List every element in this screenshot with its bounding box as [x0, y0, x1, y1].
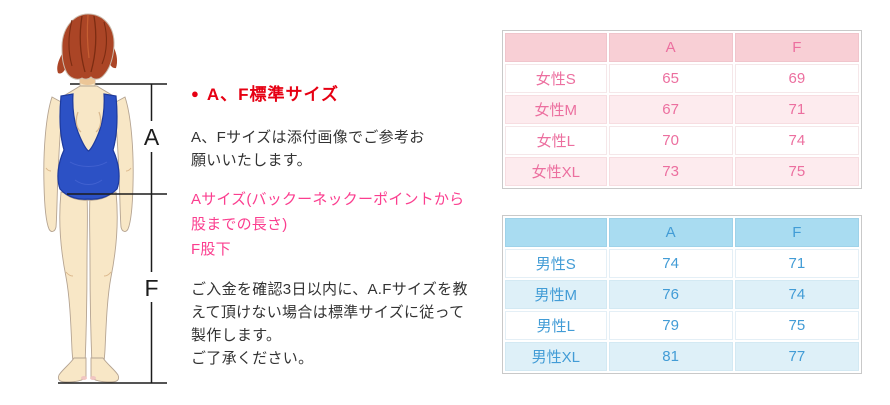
cell-value: 77 [734, 342, 859, 371]
size-reference-paragraph: A、Fサイズは添付画像でご参考お 願いいたします。 [191, 129, 425, 169]
left-leg [59, 191, 88, 369]
cell-value: 67 [608, 95, 733, 124]
person-back-view [43, 13, 134, 383]
cell-value: 73 [608, 157, 733, 186]
row-label: 男性S [505, 249, 607, 278]
cell-value: 75 [734, 157, 859, 186]
row-label: 男性XL [505, 342, 607, 371]
size-diagram: A F [0, 0, 200, 400]
right-foot [90, 357, 120, 383]
measure-lines [58, 84, 167, 384]
table-row: 男性M 76 74 [505, 280, 859, 309]
measure-label-a: A [144, 124, 160, 150]
cell-value: 76 [608, 280, 733, 309]
row-label: 女性S [505, 64, 607, 93]
cell-value: 71 [734, 95, 859, 124]
cell-value: 81 [608, 342, 733, 371]
table-row: 女性M 67 71 [505, 95, 859, 124]
left-foot [57, 357, 87, 383]
measurement-definitions-note: Aサイズ(バックーネックーポイントから 股までの長さ) F股下 [191, 191, 465, 258]
row-label: 女性L [505, 126, 607, 155]
cell-value: 74 [734, 126, 859, 155]
column-header: A [608, 33, 733, 62]
cell-value: 71 [734, 249, 859, 278]
column-header: F [734, 218, 859, 247]
men-size-table: A F 男性S 74 71 男性M 76 74 男性L 79 75 男性XL 81 77 [502, 215, 862, 374]
column-header: F [734, 33, 859, 62]
cell-value: 70 [608, 126, 733, 155]
cell-value: 74 [734, 280, 859, 309]
payment-deadline-paragraph: ご入金を確認3日以内に、A.Fサイズを教 えて頂けない場合は標準サイズに従って … [191, 281, 468, 367]
right-leg [89, 191, 118, 369]
cell-value: 69 [734, 64, 859, 93]
row-label: 女性XL [505, 157, 607, 186]
section-heading-text: A、F標準サイズ [206, 85, 340, 104]
column-header [505, 33, 607, 62]
size-info-column: ● A、F標準サイズ A、Fサイズは添付画像でご参考お 願いいたします。 Aサイズ… [191, 84, 501, 370]
row-label: 男性L [505, 311, 607, 340]
cell-value: 65 [608, 64, 733, 93]
left-arm [43, 96, 64, 232]
row-label: 男性M [505, 280, 607, 309]
women-size-table: A F 女性S 65 69 女性M 67 71 女性L 70 74 女性XL 73 75 [502, 30, 862, 189]
column-header: A [608, 218, 733, 247]
row-label: 女性M [505, 95, 607, 124]
cell-value: 79 [608, 311, 733, 340]
swimsuit [57, 93, 120, 200]
table-row: 男性S 74 71 [505, 249, 859, 278]
table-row: 女性XL 73 75 [505, 157, 859, 186]
measure-label-f: F [144, 275, 158, 301]
hair [57, 13, 118, 80]
section-heading: ● A、F標準サイズ [191, 84, 501, 105]
column-header [505, 218, 607, 247]
table-row: 女性L 70 74 [505, 126, 859, 155]
cell-value: 75 [734, 311, 859, 340]
right-arm [113, 96, 134, 232]
bullet-icon: ● [191, 86, 200, 101]
table-row: 男性XL 81 77 [505, 342, 859, 371]
swimsuit-figure-illustration: A F [43, 13, 167, 384]
cell-value: 74 [608, 249, 733, 278]
table-row: 男性L 79 75 [505, 311, 859, 340]
table-row: 女性S 65 69 [505, 64, 859, 93]
